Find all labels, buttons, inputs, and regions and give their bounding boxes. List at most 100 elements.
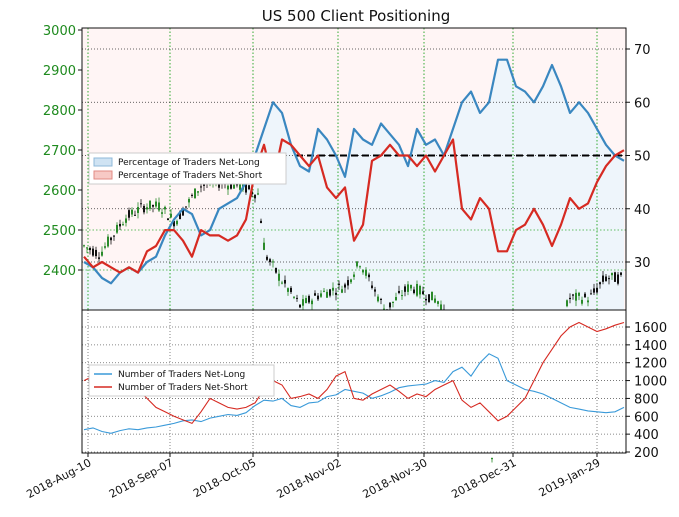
price-tick-2: 2600 — [43, 184, 76, 199]
date-tick-0: 2018-Aug-10 — [24, 456, 93, 501]
candle-body-162 — [569, 297, 571, 300]
candle-body-97 — [374, 289, 376, 292]
candle-body-18 — [137, 207, 139, 213]
candle-body-32 — [179, 211, 181, 220]
candle-body-8 — [107, 236, 109, 247]
candle-body-35 — [188, 198, 190, 203]
candle-body-61 — [266, 256, 268, 260]
candle-body-179 — [620, 272, 622, 275]
candle-body-68 — [287, 288, 289, 292]
percent-tick-0: 30 — [634, 256, 651, 271]
candle-body-90 — [353, 274, 355, 277]
candle-body-67 — [284, 279, 286, 284]
candle-body-136 — [491, 458, 493, 460]
candle-body-17 — [134, 214, 136, 216]
net-long-fill — [84, 59, 624, 311]
candle-body-174 — [605, 276, 607, 281]
price-tick-3: 2700 — [43, 144, 76, 159]
candle-body-63 — [272, 261, 274, 263]
net-short-swatch — [93, 170, 113, 180]
price-tick-5: 2900 — [43, 64, 76, 79]
candle-body-112 — [419, 285, 421, 295]
net-short-line — [83, 138, 625, 274]
candle-body-1 — [86, 247, 88, 249]
candle-body-21 — [146, 207, 148, 210]
candle-body-117 — [434, 298, 436, 303]
percent-tick-3: 60 — [634, 96, 651, 111]
candle-body-33 — [182, 208, 184, 216]
candle-body-105 — [398, 290, 400, 293]
legend-net-short: Percentage of Traders Net-Short — [118, 171, 263, 181]
candle-body-48 — [227, 185, 229, 190]
trader-count-panel: 200 400 600 800 1000 1200 1400 1600 Number of T… — [81, 309, 667, 461]
candle-body-71 — [296, 297, 298, 299]
candle-body-9 — [110, 237, 112, 241]
candle-body-115 — [428, 294, 430, 303]
candle-body-94 — [365, 269, 367, 276]
candle-body-76 — [311, 300, 313, 305]
date-axis: 2018-Aug-10 2018-Sep-07 2018-Oct-05 2018-No… — [24, 453, 602, 501]
candle-body-60 — [263, 242, 265, 250]
candle-body-170 — [593, 288, 595, 293]
count-net-long-line — [83, 353, 625, 434]
candle-body-54 — [245, 184, 247, 193]
bottom-gridlines — [82, 310, 626, 453]
date-tick-1: 2018-Sep-07 — [107, 456, 176, 501]
candle-body-171 — [596, 287, 598, 293]
candle-body-164 — [575, 292, 577, 301]
candle-body-104 — [395, 297, 397, 301]
candle-body-85 — [338, 283, 340, 285]
count-tick-7: 1600 — [634, 321, 667, 336]
candle-body-178 — [617, 274, 619, 284]
candle-body-62 — [269, 259, 271, 263]
candle-body-166 — [581, 299, 583, 304]
candle-body-84 — [335, 292, 337, 295]
candle-body-27 — [164, 206, 166, 210]
candle-body-87 — [344, 284, 346, 288]
candle-body-28 — [167, 218, 169, 221]
candle-body-15 — [128, 210, 130, 218]
candle-body-59 — [260, 220, 262, 224]
candle-body-161 — [566, 300, 568, 307]
candle-body-34 — [185, 206, 187, 208]
candle-body-50 — [233, 184, 235, 189]
candle-body-64 — [275, 267, 277, 273]
bottom-legend-box — [88, 364, 275, 397]
count-tick-3: 800 — [634, 392, 659, 407]
candle-body-119 — [440, 304, 442, 311]
candle-body-102 — [389, 302, 391, 308]
candle-body-66 — [281, 282, 283, 284]
price-tick-4: 2800 — [43, 104, 76, 119]
candle-body-2 — [89, 247, 91, 251]
candle-body-165 — [578, 292, 580, 296]
candle-body-88 — [347, 280, 349, 286]
candle-body-99 — [380, 298, 382, 301]
price-tick-0: 2400 — [43, 264, 76, 279]
candle-body-36 — [191, 194, 193, 196]
candle-body-116 — [431, 291, 433, 301]
candle-body-49 — [230, 182, 232, 189]
candle-body-39 — [200, 186, 202, 188]
candle-body-37 — [194, 188, 196, 199]
candle-body-109 — [410, 284, 412, 289]
candle-body-19 — [140, 203, 142, 205]
candle-body-52 — [239, 184, 241, 190]
candle-body-26 — [161, 212, 163, 214]
candle-body-69 — [290, 287, 292, 293]
count-net-short-line — [83, 321, 625, 425]
count-tick-2: 600 — [634, 410, 659, 425]
legend-count-net-short: Number of Traders Net-Short — [118, 383, 248, 393]
candle-body-95 — [368, 274, 370, 278]
candle-body-30 — [173, 221, 175, 227]
candle-body-172 — [599, 282, 601, 285]
candle-body-79 — [320, 293, 322, 297]
candle-body-106 — [401, 295, 403, 297]
percent-axis: 30 40 50 60 70 — [626, 43, 651, 271]
candle-body-38 — [197, 191, 199, 193]
candle-body-29 — [170, 213, 172, 218]
candle-body-177 — [614, 272, 616, 282]
chart-title: US 500 Client Positioning — [262, 7, 450, 25]
net-long-swatch — [93, 157, 113, 167]
bottom-panel-frame — [81, 309, 627, 454]
candle-body-168 — [587, 300, 589, 303]
